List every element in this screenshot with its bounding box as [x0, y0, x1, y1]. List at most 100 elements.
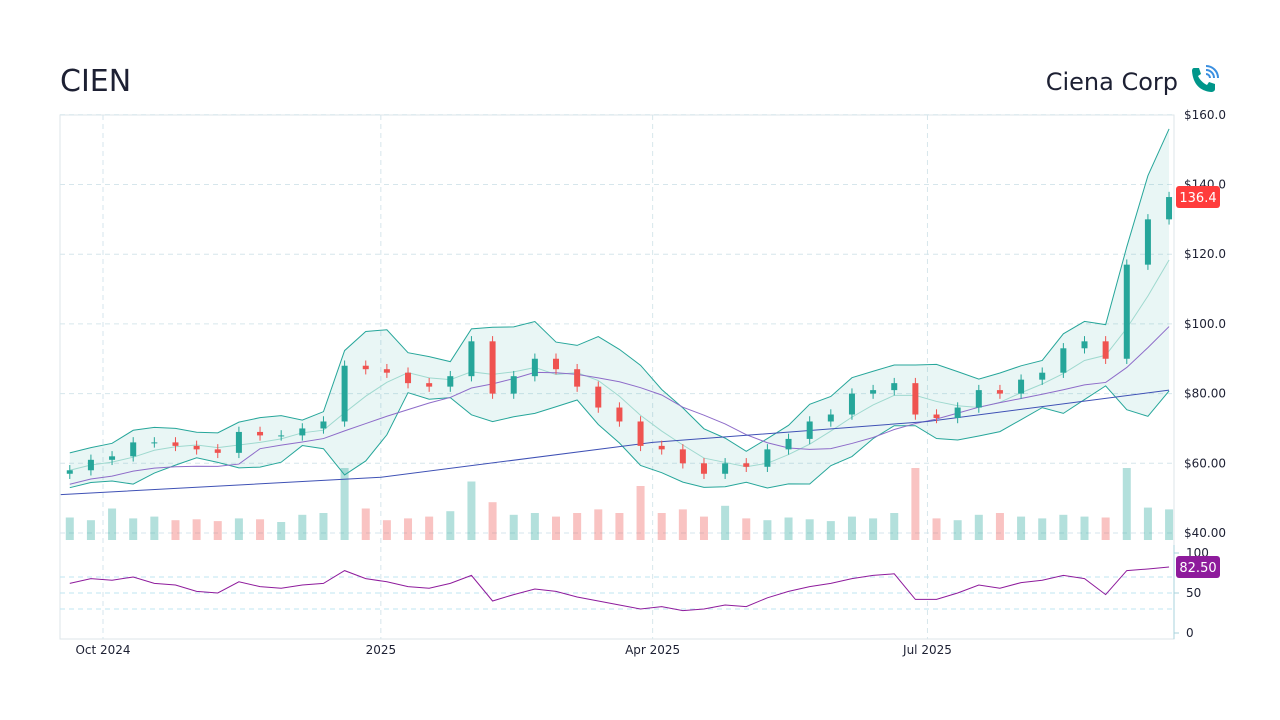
candle-body: [87, 459, 94, 471]
candle-body: [764, 449, 771, 467]
candle-body: [1060, 348, 1067, 373]
candle-body: [235, 431, 242, 453]
candle-body: [848, 393, 855, 415]
volume-bar: [382, 520, 391, 540]
candle-body: [996, 390, 1003, 394]
volume-bar: [509, 514, 518, 540]
volume-bar: [742, 518, 751, 540]
volume-bar: [150, 516, 159, 540]
volume-bar: [594, 509, 603, 540]
volume-bar: [1080, 516, 1089, 540]
volume-bar: [213, 521, 222, 540]
candle-body: [109, 456, 116, 460]
candle-body: [1123, 264, 1130, 359]
volume-bar: [467, 481, 476, 540]
candle-body: [510, 376, 517, 394]
candle-body: [193, 445, 200, 450]
rsi-value-badge: [1176, 556, 1220, 578]
candle-body: [299, 428, 306, 436]
candle-body: [405, 372, 412, 384]
time-tick-label: Apr 2025: [625, 643, 680, 657]
candle-body: [912, 383, 919, 415]
volume-bar: [890, 513, 899, 540]
candle-body: [1081, 341, 1088, 349]
candle-body: [637, 421, 644, 446]
candle-body: [806, 421, 813, 439]
rsi-tick-label: 50: [1186, 586, 1201, 600]
candle-body: [1102, 341, 1109, 359]
volume-bar: [446, 511, 455, 540]
volume-bar: [108, 508, 117, 540]
volume-bar: [847, 516, 856, 540]
volume-bar: [171, 520, 180, 540]
candle-body: [743, 463, 750, 467]
candle-body: [785, 438, 792, 450]
price-tick-label: $40.00: [1184, 526, 1226, 540]
volume-bar: [826, 521, 835, 540]
candle-body: [595, 386, 602, 408]
volume-bar: [277, 522, 286, 540]
volume-bar: [995, 513, 1004, 540]
volume-bar: [298, 514, 307, 540]
volume-bar: [1143, 507, 1152, 540]
volume-bar: [784, 517, 793, 540]
volume-bar: [573, 513, 582, 540]
candle-body: [616, 407, 623, 422]
volume-bar: [192, 519, 201, 540]
candle-body: [870, 390, 877, 394]
candle-body: [320, 421, 327, 429]
volume-bar: [129, 518, 138, 540]
phone-signal-icon[interactable]: [1188, 64, 1220, 96]
time-tick-label: 2025: [366, 643, 397, 657]
candle-body: [891, 383, 898, 391]
volume-bar: [721, 505, 730, 540]
volume-bar: [678, 509, 687, 540]
rsi-value-label: 82.50: [1179, 561, 1216, 576]
time-tick-label: Jul 2025: [902, 643, 952, 657]
volume-bar: [1017, 516, 1026, 540]
candle-body: [531, 358, 538, 377]
volume-bar: [615, 513, 624, 540]
volume-bar: [425, 516, 434, 540]
candle-body: [1144, 219, 1151, 265]
candle-body: [933, 414, 940, 418]
candle-body: [954, 407, 961, 418]
volume-bar: [911, 468, 920, 540]
volume-bar: [932, 518, 941, 540]
volume-bar: [636, 486, 645, 540]
candle-body: [383, 369, 390, 373]
candle-body: [468, 341, 475, 377]
price-tick-label: $100.0: [1184, 317, 1226, 331]
candle-body: [341, 365, 348, 422]
candle-body: [426, 383, 433, 387]
bollinger-upper-line: [69, 128, 1170, 454]
candle-body: [278, 435, 285, 437]
volume-bar: [530, 513, 539, 540]
price-tick-label: $160.0: [1184, 108, 1226, 122]
volume-bar: [256, 519, 265, 540]
last-price-label: 136.4: [1179, 191, 1216, 206]
volume-bar: [1165, 509, 1174, 540]
candle-body: [151, 442, 158, 444]
candle-body: [975, 390, 982, 408]
candle-body: [362, 365, 369, 370]
candle-body: [1018, 379, 1025, 394]
candle-body: [679, 449, 686, 464]
price-tick-label: $60.00: [1184, 456, 1226, 470]
volume-bar: [1101, 517, 1110, 540]
ticker-symbol: CIEN: [60, 64, 132, 99]
volume-bar: [869, 518, 878, 540]
candle-body: [214, 449, 221, 453]
candle-body: [1039, 372, 1046, 380]
rsi-tick-label: 0: [1186, 626, 1194, 640]
volume-bar: [86, 520, 95, 540]
candle-body: [827, 414, 834, 422]
candle-body: [447, 376, 454, 387]
time-tick-label: Oct 2024: [75, 643, 130, 657]
candle-body: [553, 358, 559, 370]
volume-bar: [552, 516, 560, 540]
volume-bar: [404, 518, 413, 540]
volume-bar: [1059, 514, 1068, 540]
candle-body: [66, 470, 73, 474]
